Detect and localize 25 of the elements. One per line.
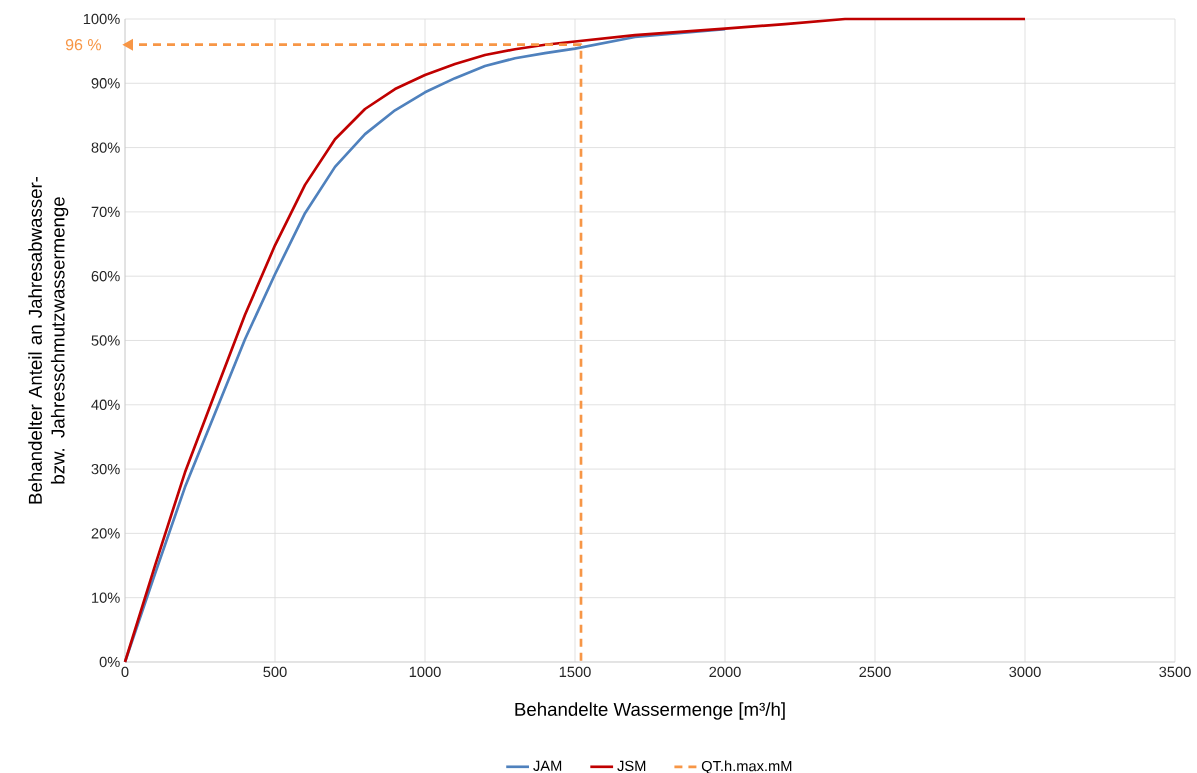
x-tick-label: 2000 [709,666,741,678]
y-tick-label: 20% [91,528,120,539]
y-tick-label: 90% [91,78,120,89]
legend-label: JAM [533,760,562,771]
y-tick-label: 0% [99,656,120,668]
x-tick-label: 2500 [859,666,891,678]
x-tick-label: 500 [263,666,287,678]
y-tick-label: 50% [91,335,120,346]
x-axis-title: Behandelte Wassermenge [m³/h] [515,702,785,720]
y-tick-label: 10% [92,592,120,603]
y-tick-label: 80% [91,142,120,153]
x-tick-label: 1000 [409,666,441,678]
y-tick-label: 60% [91,271,120,282]
legend-label: JSM [617,760,646,772]
y-tick-label: 70% [91,206,120,218]
y-tick-label: 100% [83,13,120,25]
x-tick-label: 3500 [1159,666,1191,678]
y-tick-label: 40% [91,399,120,410]
x-tick-label: 0 [121,666,129,678]
y-axis-title: Behandelter Anteil an Jahresabwasser- bzw. Jahresschmutzwassermenge [28,176,69,504]
x-tick-label: 3000 [1009,666,1041,678]
x-tick-label: 1500 [559,666,591,678]
y-tick-label: 30% [91,463,120,475]
legend-label: QT.h.max.mM [701,760,792,773]
annotation: 96 % [65,39,102,51]
